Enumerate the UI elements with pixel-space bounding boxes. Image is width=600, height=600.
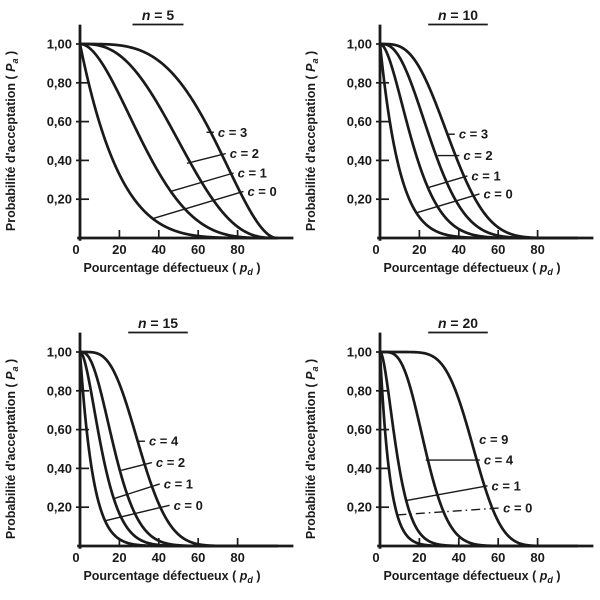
curve-label-c=9: c = 9 [479, 432, 508, 447]
curve-label-c=3: c = 3 [218, 125, 247, 140]
curve-label-c=4: c = 4 [484, 453, 514, 468]
y-tick-label: 0,80 [347, 383, 372, 398]
x-tick-label: 40 [152, 242, 166, 257]
x-tick-label: 20 [112, 550, 126, 565]
curve-label-c=0: c = 0 [503, 500, 532, 515]
leader-line-c=2 [186, 152, 226, 164]
leader-line-c=1 [170, 172, 234, 193]
leader-line-c=2 [121, 461, 153, 472]
chart-n-15: n = 15 0 20 40 60 80 1,00 0,80 0,60 0,40 0,20 Proba… [4, 315, 294, 585]
y-tick-label: 0,60 [47, 422, 72, 437]
x-tick-label: 40 [452, 242, 466, 257]
x-tick-label: 60 [191, 550, 205, 565]
x-tick-label: 60 [191, 242, 205, 257]
oc-curve-c-9 [378, 350, 579, 548]
curve-label-c=1: c = 1 [471, 168, 500, 183]
curve-label-c=2: c = 2 [230, 146, 259, 161]
x-tick-label: 20 [412, 550, 426, 565]
y-axis-label: Probabilité d'acceptation ( Pa ) [304, 51, 320, 231]
oc-curve-c-4 [378, 350, 579, 548]
x-axis-label: Pourcentage défectueux ( pd ) [383, 261, 560, 277]
y-tick-label: 1,00 [47, 37, 72, 52]
leader-line-c=1 [428, 175, 468, 189]
x-tick-label: 60 [491, 550, 505, 565]
chart-title: n = 10 [438, 7, 478, 23]
y-tick-label: 0,40 [47, 461, 72, 476]
leader-line-c=0 [104, 504, 170, 522]
x-tick-label: 40 [152, 550, 166, 565]
x-tick-label: 80 [230, 242, 244, 257]
y-tick-label: 0,80 [47, 383, 72, 398]
curve-label-c=3: c = 3 [459, 127, 488, 142]
x-tick-label: 80 [530, 242, 544, 257]
curve-label-c=0: c = 0 [247, 184, 276, 199]
y-tick-label: 0,60 [47, 114, 72, 129]
y-axis-label: Probabilité d'acceptation ( Pa ) [4, 51, 20, 231]
curve-label-c=2: c = 2 [156, 455, 185, 470]
oc-curve-c-0 [78, 350, 279, 548]
chart-n-5: n = 5 0 20 40 60 80 1,00 0,80 0,60 0,40 0,20 Probab… [4, 7, 294, 277]
oc-curve-c-3 [378, 42, 579, 240]
chart-n-20: n = 20 0 20 40 60 80 1,00 0,80 0,60 0,40 0,20 Proba… [304, 315, 594, 585]
y-tick-label: 0,40 [347, 461, 372, 476]
x-axis-label: Pourcentage défectueux ( pd ) [83, 261, 260, 277]
y-tick-label: 0,20 [47, 500, 72, 515]
y-axis-label: Probabilité d'acceptation ( Pa ) [304, 359, 320, 539]
oc-curve-c-1 [78, 42, 279, 240]
x-axis-label: Pourcentage défectueux ( pd ) [83, 569, 260, 585]
x-tick-label: 60 [491, 242, 505, 257]
oc-curve-c-2 [78, 42, 279, 240]
x-tick-label: 0 [72, 550, 79, 565]
leader-line-c=0 [397, 507, 500, 516]
oc-curve-c-4 [78, 350, 279, 548]
y-tick-label: 0,20 [347, 500, 372, 515]
x-tick-label: 0 [72, 242, 79, 257]
leader-line-c=0 [416, 193, 480, 214]
oc-curve-c-2 [78, 350, 279, 548]
oc-curve-c-1 [78, 350, 279, 548]
y-tick-label: 0,60 [347, 422, 372, 437]
chart-title: n = 15 [138, 315, 178, 331]
x-tick-label: 20 [112, 242, 126, 257]
y-tick-label: 1,00 [47, 345, 72, 360]
y-tick-label: 0,40 [47, 153, 72, 168]
y-tick-label: 1,00 [347, 345, 372, 360]
x-tick-label: 0 [372, 242, 379, 257]
curve-label-c=2: c = 2 [463, 148, 492, 163]
x-tick-label: 40 [452, 550, 466, 565]
leader-line-c=1 [406, 485, 488, 502]
x-tick-label: 80 [530, 550, 544, 565]
x-tick-label: 20 [412, 242, 426, 257]
y-tick-label: 1,00 [347, 37, 372, 52]
y-tick-label: 0,40 [347, 153, 372, 168]
curve-label-c=4: c = 4 [149, 434, 179, 449]
leader-line-c=1 [114, 483, 160, 500]
curve-label-c=0: c = 0 [174, 498, 203, 513]
y-tick-label: 0,60 [347, 114, 372, 129]
x-tick-label: 80 [230, 550, 244, 565]
oc-curve-c-3 [78, 42, 279, 240]
chart-title: n = 5 [142, 7, 175, 23]
y-tick-label: 0,80 [47, 75, 72, 90]
y-axis-label: Probabilité d'acceptation ( Pa ) [4, 359, 20, 539]
chart-title: n = 20 [438, 315, 478, 331]
curve-label-c=1: c = 1 [238, 166, 267, 181]
y-tick-label: 0,20 [47, 192, 72, 207]
y-tick-label: 0,80 [347, 75, 372, 90]
chart-n-10: n = 10 0 20 40 60 80 1,00 0,80 0,60 0,40 0,20 Proba… [304, 7, 594, 277]
curve-label-c=1: c = 1 [492, 478, 521, 493]
curve-label-c=0: c = 0 [483, 186, 512, 201]
x-axis-label: Pourcentage défectueux ( pd ) [383, 569, 560, 585]
x-tick-label: 0 [372, 550, 379, 565]
y-tick-label: 0,20 [347, 192, 372, 207]
leader-line-c=0 [152, 190, 244, 220]
curve-label-c=1: c = 1 [164, 476, 193, 491]
